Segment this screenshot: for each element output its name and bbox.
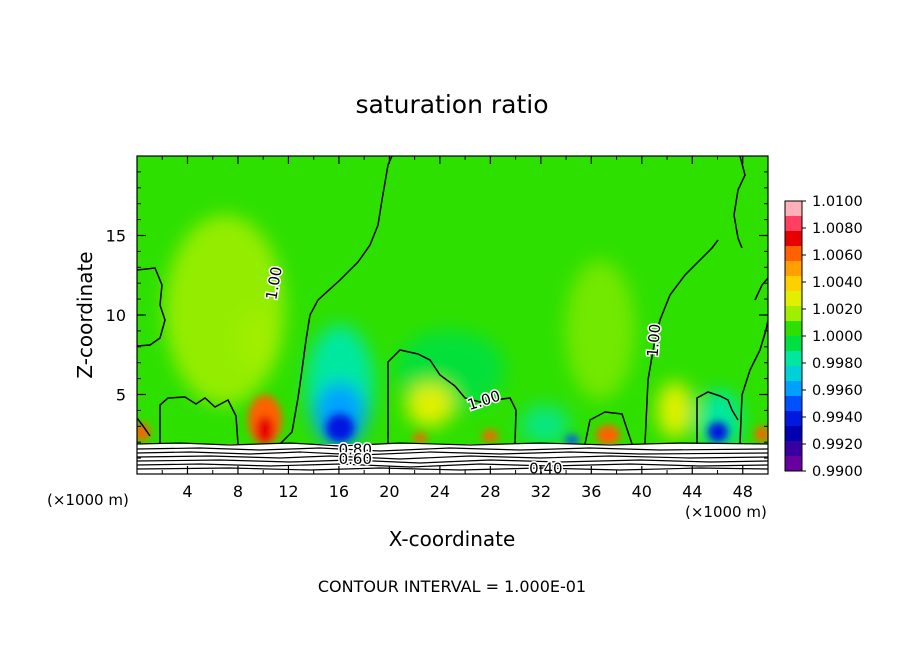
- moist-patch: [657, 382, 693, 438]
- dry-core: [326, 414, 354, 442]
- contour-1-00: [279, 156, 393, 445]
- contour-1-00: [387, 349, 517, 445]
- ground-contour: [137, 442, 768, 447]
- x-tick-label: 28: [480, 482, 500, 501]
- ground-contours: [137, 442, 768, 471]
- moist-core: [137, 423, 150, 441]
- y-tick-label: 15: [106, 227, 126, 246]
- contour-label: 1.00: [644, 323, 665, 358]
- x-axis: 4 8 12 16 20 24 28 32 36 40 44 48: [161, 156, 753, 501]
- contour-1-00: [137, 267, 166, 347]
- contour-label: 0.80: [339, 441, 372, 459]
- moist-patch: [238, 310, 278, 370]
- x-axis-label: X-coordinate: [389, 527, 516, 551]
- colorbar-label: 1.0060: [812, 248, 863, 264]
- x-tick-label: 16: [329, 482, 349, 501]
- colorbar-label: 1.0020: [812, 302, 863, 318]
- humidity-patch: [165, 215, 285, 405]
- contour-1-00: [584, 411, 633, 445]
- y-tick-label: 5: [116, 386, 126, 405]
- colorbar-swatch: [785, 201, 802, 217]
- contour-1-00: [137, 417, 151, 437]
- contour-1-00: [159, 396, 239, 445]
- x-unit-label-left: (×1000 m): [47, 491, 129, 509]
- ground-contour: [137, 463, 768, 468]
- ground-contour: [137, 455, 768, 460]
- colorbar-swatch: [785, 246, 802, 262]
- contour-lines: [137, 156, 768, 445]
- ground-contour: [137, 451, 768, 456]
- chart-title: saturation ratio: [355, 90, 548, 119]
- x-tick-label: 36: [581, 482, 601, 501]
- colorbar-swatch: [785, 291, 802, 307]
- x-tick-label: 48: [733, 482, 753, 501]
- x-tick-label: 12: [278, 482, 298, 501]
- colorbar-swatch: [785, 426, 802, 442]
- colorbar-swatch: [785, 396, 802, 412]
- moist-core: [596, 425, 620, 445]
- contour-label: 0.40: [529, 460, 562, 478]
- contour-label: 0.60: [339, 450, 372, 468]
- colorbar: 1.0100 1.0080 1.0060 1.0040 1.0020 1.0000 0.99…: [784, 194, 863, 480]
- colorbar-label: 1.0080: [812, 221, 863, 237]
- colorbar-swatch: [785, 321, 802, 337]
- contour-1-00: [644, 239, 719, 445]
- humidity-patch: [565, 260, 635, 400]
- contour-1-00: [733, 156, 746, 249]
- colorbar-label: 0.9900: [812, 464, 863, 480]
- x-tick-label: 24: [430, 482, 450, 501]
- colorbar-label: 1.0040: [812, 275, 863, 291]
- moist-core: [413, 433, 427, 443]
- heatmap-field: 1.001.001.000.800.600.40: [137, 156, 768, 478]
- colorbar-swatch: [785, 351, 802, 367]
- colorbar-label: 0.9980: [812, 356, 863, 372]
- x-tick-label: 32: [531, 482, 551, 501]
- colorbar-label: 0.9960: [812, 383, 863, 399]
- x-tick-label: 20: [379, 482, 399, 501]
- contour-1-00: [696, 391, 739, 444]
- ground-contour: [137, 447, 768, 452]
- y-tick-label: 10: [106, 306, 126, 325]
- colorbar-swatch: [785, 411, 802, 427]
- contour-1-00: [739, 319, 768, 445]
- colorbar-label: 0.9940: [812, 410, 863, 426]
- contour-interval-note: CONTOUR INTERVAL = 1.000E-01: [318, 577, 586, 596]
- x-tick-label: 44: [682, 482, 702, 501]
- contour-1-00: [754, 277, 768, 301]
- colorbar-swatch: [785, 456, 802, 472]
- dry-core: [565, 435, 579, 445]
- colorbar-swatch: [785, 216, 802, 232]
- ground-contour: [137, 459, 768, 464]
- moist-core: [482, 430, 498, 442]
- contour-labels: 1.001.001.000.800.600.40: [261, 264, 666, 478]
- y-axis: 5 10 15: [106, 171, 768, 459]
- colorbar-label: 0.9920: [812, 437, 863, 453]
- colorbar-label: 1.0100: [812, 194, 863, 210]
- ground-contour: [137, 467, 768, 471]
- dry-patch: [520, 405, 570, 445]
- moist-core: [256, 416, 274, 444]
- colorbar-swatch: [785, 366, 802, 382]
- colorbar-swatch: [785, 381, 802, 397]
- x-tick-label: 4: [182, 482, 192, 501]
- colorbar-swatch: [785, 261, 802, 277]
- colorbar-swatch: [785, 276, 802, 292]
- dry-core: [708, 422, 728, 442]
- colorbar-swatch: [785, 441, 802, 457]
- moist-patch: [406, 383, 454, 427]
- x-tick-label: 8: [233, 482, 243, 501]
- y-axis-label: Z-coordinate: [73, 251, 97, 378]
- colorbar-swatch: [785, 306, 802, 322]
- colorbar-label: 1.0000: [812, 329, 863, 345]
- colorbar-swatch: [785, 336, 802, 352]
- x-unit-label-right: (×1000 m): [685, 503, 767, 521]
- colorbar-swatch: [785, 231, 802, 247]
- x-tick-label: 40: [632, 482, 652, 501]
- moist-core: [755, 426, 768, 442]
